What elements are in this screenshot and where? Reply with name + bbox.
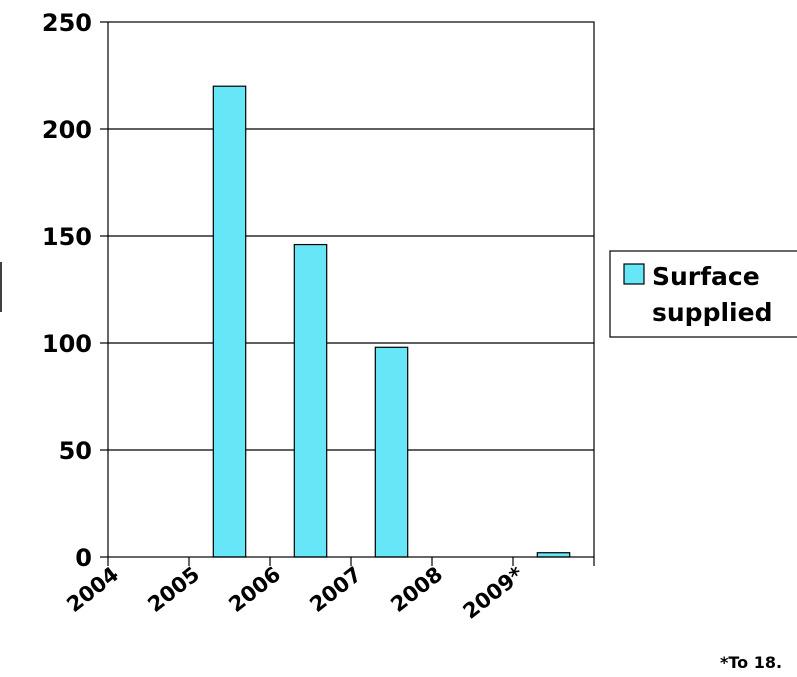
bar-2005 [212, 85, 247, 558]
bar-2007 [374, 346, 409, 558]
x-axis-ticks: 2004 2005 2006 2007 2008 2009* [62, 557, 595, 624]
gridlines [108, 128, 594, 451]
y-tick-label: 50 [59, 437, 92, 465]
legend-label-line-1: Surface [652, 262, 760, 291]
bar-2009 [536, 552, 571, 558]
x-tick-label: 2007 [305, 562, 366, 617]
footnote: *To 18. [720, 653, 782, 672]
plot-frame [107, 21, 595, 558]
legend: Surface supplied [609, 250, 797, 338]
y-axis-ticks: 0 50 100 150 200 250 [42, 9, 108, 572]
x-tick-label: 2005 [143, 562, 204, 617]
y-tick-label: 250 [42, 9, 92, 37]
legend-label-line-2: supplied [652, 298, 772, 327]
legend-swatch-surface-supplied [623, 263, 645, 285]
y-tick-label: 100 [42, 330, 92, 358]
bar-2006 [293, 243, 328, 558]
x-tick-label: 2008 [386, 562, 447, 617]
y-tick-label: 150 [42, 223, 92, 251]
y-tick-label: 200 [42, 116, 92, 144]
x-tick-label: 2009* [459, 562, 529, 624]
x-tick-label: 2006 [224, 562, 285, 617]
bars [212, 85, 571, 558]
y-tick-label: 0 [75, 544, 92, 572]
x-tick-label: 2004 [62, 562, 123, 617]
